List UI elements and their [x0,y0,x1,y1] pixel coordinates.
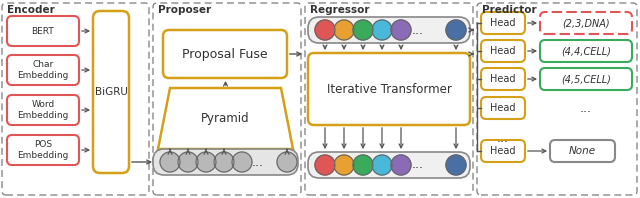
FancyBboxPatch shape [540,12,632,34]
FancyBboxPatch shape [153,149,298,175]
Text: BERT: BERT [31,27,54,35]
Text: ...: ... [412,159,424,171]
FancyBboxPatch shape [308,53,470,125]
FancyBboxPatch shape [93,11,129,173]
Text: Proposal Fuse: Proposal Fuse [182,48,268,61]
Text: Head: Head [490,18,516,28]
Text: Char
Embedding: Char Embedding [17,60,68,80]
Circle shape [334,155,354,175]
Text: (4,4,CELL): (4,4,CELL) [561,46,611,56]
Circle shape [178,152,198,172]
Text: Pyramid: Pyramid [201,112,250,125]
FancyBboxPatch shape [7,95,79,125]
Text: (4,5,CELL): (4,5,CELL) [561,74,611,84]
FancyBboxPatch shape [481,140,525,162]
FancyBboxPatch shape [540,68,632,90]
Circle shape [315,155,335,175]
Text: Regressor: Regressor [310,5,369,15]
Circle shape [446,155,466,175]
FancyBboxPatch shape [540,40,632,62]
Circle shape [353,155,373,175]
Circle shape [446,20,466,40]
Circle shape [232,152,252,172]
Text: ...: ... [412,24,424,36]
Text: Head: Head [490,46,516,56]
FancyBboxPatch shape [7,55,79,85]
Circle shape [372,155,392,175]
FancyBboxPatch shape [7,16,79,46]
Text: Proposer: Proposer [158,5,211,15]
Text: BiGRU: BiGRU [95,87,127,97]
FancyBboxPatch shape [481,12,525,34]
FancyBboxPatch shape [550,140,615,162]
Text: Predictor: Predictor [482,5,536,15]
Text: (2,3,DNA): (2,3,DNA) [562,18,610,28]
Text: Head: Head [490,146,516,156]
Text: Head: Head [490,74,516,84]
Circle shape [196,152,216,172]
Circle shape [391,155,411,175]
Text: Head: Head [490,103,516,113]
FancyBboxPatch shape [308,152,470,178]
FancyBboxPatch shape [308,17,470,43]
Text: ...: ... [580,102,592,114]
Circle shape [353,20,373,40]
FancyBboxPatch shape [481,68,525,90]
Circle shape [160,152,180,172]
Text: ...: ... [497,132,509,146]
Circle shape [334,20,354,40]
FancyBboxPatch shape [481,97,525,119]
Text: POS
Embedding: POS Embedding [17,140,68,160]
Text: None: None [569,146,596,156]
Text: Encoder: Encoder [7,5,55,15]
Circle shape [277,152,297,172]
FancyBboxPatch shape [7,135,79,165]
FancyBboxPatch shape [163,30,287,78]
Circle shape [315,20,335,40]
Text: Word
Embedding: Word Embedding [17,100,68,120]
Text: Iterative Transformer: Iterative Transformer [326,83,451,95]
FancyBboxPatch shape [481,40,525,62]
Circle shape [214,152,234,172]
Text: ...: ... [252,155,264,168]
Circle shape [391,20,411,40]
Circle shape [372,20,392,40]
Polygon shape [158,88,293,149]
